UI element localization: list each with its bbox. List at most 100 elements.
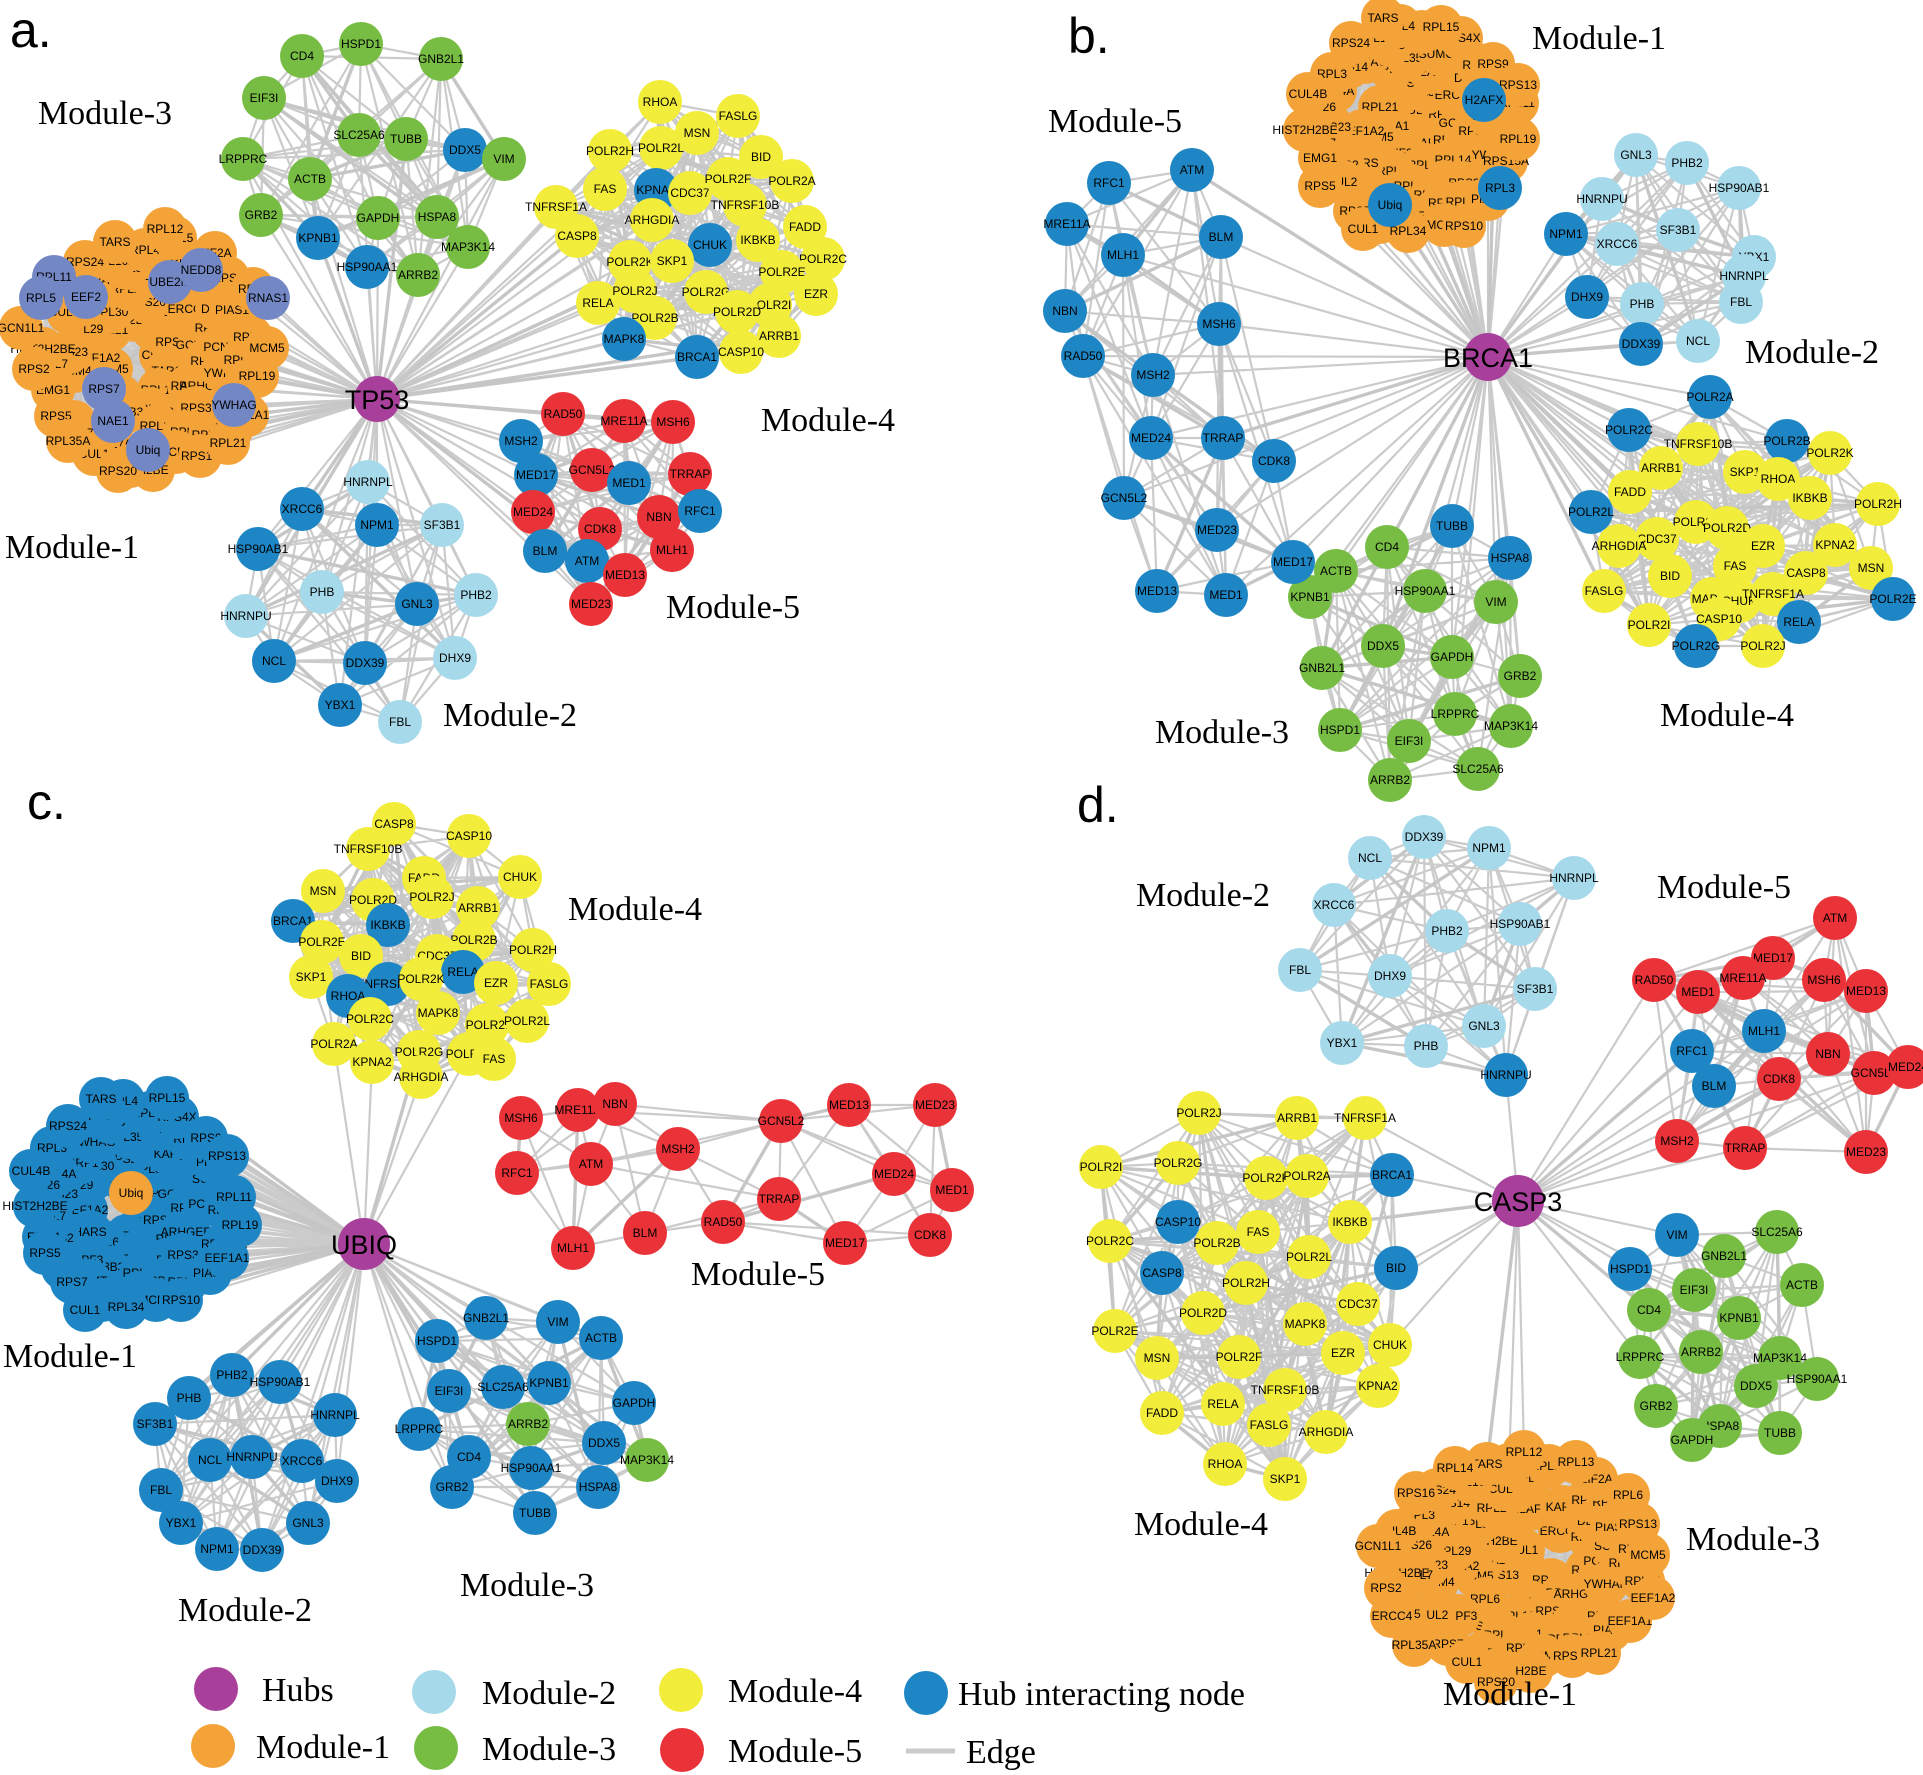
svg-text:DDX39: DDX39 [1622, 337, 1661, 351]
svg-text:POLR2H: POLR2H [1854, 497, 1902, 511]
svg-text:MLH1: MLH1 [1748, 1024, 1780, 1038]
svg-text:GNB2L1: GNB2L1 [1701, 1249, 1747, 1263]
svg-text:FAS: FAS [1247, 1225, 1270, 1239]
svg-text:Edge: Edge [966, 1734, 1036, 1771]
svg-text:Module-1: Module-1 [5, 529, 139, 566]
svg-text:PHB: PHB [1630, 297, 1655, 311]
svg-text:Ubiq: Ubiq [1378, 198, 1403, 212]
svg-text:HSP90AA1: HSP90AA1 [501, 1461, 562, 1475]
svg-text:Module-1: Module-1 [3, 1338, 137, 1375]
svg-text:HNRNPL: HNRNPL [1549, 871, 1599, 885]
svg-text:TNFRSF1A: TNFRSF1A [1742, 587, 1804, 601]
svg-text:CDK8: CDK8 [1258, 454, 1290, 468]
svg-text:DDX5: DDX5 [1740, 1379, 1772, 1393]
svg-text:ARRB2: ARRB2 [1681, 1345, 1721, 1359]
svg-text:EZR: EZR [1751, 539, 1775, 553]
svg-text:NPM1: NPM1 [360, 518, 394, 532]
svg-text:RPL19: RPL19 [1500, 132, 1537, 146]
svg-text:TNFRSF10B: TNFRSF10B [1664, 437, 1733, 451]
svg-text:MED23: MED23 [915, 1098, 955, 1112]
svg-text:MSH6: MSH6 [1202, 317, 1236, 331]
svg-text:TUBB: TUBB [519, 1506, 551, 1520]
svg-text:MED24: MED24 [874, 1167, 914, 1181]
svg-text:CASP8: CASP8 [1786, 566, 1826, 580]
svg-text:CDC37: CDC37 [1637, 532, 1677, 546]
svg-text:POLR2D: POLR2D [1703, 521, 1751, 535]
svg-text:POLR2E: POLR2E [1869, 592, 1916, 606]
svg-text:FADD: FADD [1614, 485, 1646, 499]
svg-text:GRB2: GRB2 [245, 208, 278, 222]
svg-text:MED23: MED23 [1197, 523, 1237, 537]
svg-text:HSPA8: HSPA8 [579, 1480, 618, 1494]
svg-text:POLR2H: POLR2H [1222, 1276, 1270, 1290]
svg-text:HSP90AB1: HSP90AB1 [1490, 917, 1551, 931]
svg-text:POLR2I: POLR2I [1628, 618, 1671, 632]
svg-text:DDX5: DDX5 [588, 1436, 620, 1450]
svg-text:MLH1: MLH1 [656, 543, 688, 557]
svg-text:NPM1: NPM1 [200, 1542, 234, 1556]
svg-text:GNL3: GNL3 [292, 1516, 324, 1530]
svg-text:RFC1: RFC1 [501, 1166, 533, 1180]
svg-text:ACTB: ACTB [294, 172, 326, 186]
svg-text:Module-2: Module-2 [1745, 334, 1879, 371]
svg-text:FASLG: FASLG [719, 109, 758, 123]
svg-text:RPL12: RPL12 [147, 222, 184, 236]
svg-text:NPM1: NPM1 [1549, 227, 1583, 241]
svg-text:MRE11A: MRE11A [1719, 971, 1766, 985]
svg-text:YBX1: YBX1 [1327, 1036, 1358, 1050]
svg-text:EIF3I: EIF3I [1680, 1283, 1709, 1297]
svg-text:BID: BID [751, 150, 771, 164]
svg-text:DDX5: DDX5 [449, 143, 481, 157]
svg-text:DDX5: DDX5 [1367, 639, 1399, 653]
svg-text:POLR2J: POLR2J [409, 890, 454, 904]
svg-text:ARRB1: ARRB1 [458, 901, 498, 915]
svg-text:ARRB1: ARRB1 [1641, 461, 1681, 475]
svg-text:CDK8: CDK8 [584, 522, 616, 536]
svg-text:ARHGDIA: ARHGDIA [1299, 1425, 1354, 1439]
svg-text:Module-5: Module-5 [1048, 103, 1182, 140]
svg-text:KPNA2: KPNA2 [1358, 1379, 1398, 1393]
svg-text:CASP8: CASP8 [374, 817, 414, 831]
svg-text:CDC37: CDC37 [1338, 1297, 1378, 1311]
svg-text:CUL1: CUL1 [1348, 222, 1379, 236]
svg-text:HNRNPL: HNRNPL [343, 475, 393, 489]
svg-text:TRRAP: TRRAP [670, 467, 711, 481]
svg-text:POLR2J: POLR2J [1740, 639, 1785, 653]
svg-text:RELA: RELA [1783, 615, 1814, 629]
svg-text:RAD50: RAD50 [1064, 349, 1103, 363]
svg-text:RFC1: RFC1 [1676, 1044, 1708, 1058]
svg-text:Module-3: Module-3 [1686, 1521, 1820, 1558]
svg-text:HNRNPU: HNRNPU [1480, 1068, 1531, 1082]
svg-text:UBE2M: UBE2M [149, 275, 190, 289]
svg-text:ACTB: ACTB [585, 1331, 617, 1345]
svg-text:TARS: TARS [1367, 11, 1398, 25]
svg-text:RPL11: RPL11 [216, 1190, 252, 1204]
svg-text:MED13: MED13 [829, 1098, 869, 1112]
svg-text:LRPPRC: LRPPRC [219, 152, 268, 166]
svg-text:Ubiq: Ubiq [136, 443, 161, 457]
svg-text:MSH6: MSH6 [504, 1111, 538, 1125]
svg-text:MAPK8: MAPK8 [604, 332, 645, 346]
svg-text:RPS2: RPS2 [18, 362, 50, 376]
svg-text:KPNB1: KPNB1 [298, 231, 338, 245]
svg-text:BLM: BLM [1702, 1079, 1727, 1093]
svg-text:CASP10: CASP10 [1155, 1215, 1201, 1229]
svg-text:POLR2G: POLR2G [1672, 639, 1721, 653]
svg-text:POLR2I: POLR2I [466, 1018, 509, 1032]
svg-text:RPL21: RPL21 [210, 436, 247, 450]
svg-text:Module-5: Module-5 [666, 589, 800, 626]
svg-text:LRPPRC: LRPPRC [1431, 707, 1480, 721]
svg-text:HSPD1: HSPD1 [1320, 723, 1360, 737]
svg-text:EZR: EZR [804, 287, 828, 301]
svg-text:CUL1: CUL1 [70, 1303, 101, 1317]
svg-text:EIF3I: EIF3I [1395, 734, 1424, 748]
svg-text:SKP1: SKP1 [1270, 1472, 1301, 1486]
svg-text:Module-5: Module-5 [691, 1256, 825, 1293]
svg-text:FASLG: FASLG [530, 977, 569, 991]
svg-text:BLM: BLM [1209, 230, 1234, 244]
svg-text:RPS20: RPS20 [1477, 1675, 1515, 1689]
svg-text:FBL: FBL [1289, 963, 1311, 977]
svg-text:TNFRSF10B: TNFRSF10B [334, 842, 403, 856]
svg-text:RPS9: RPS9 [1477, 57, 1509, 71]
svg-text:GAPDH: GAPDH [1431, 650, 1474, 664]
